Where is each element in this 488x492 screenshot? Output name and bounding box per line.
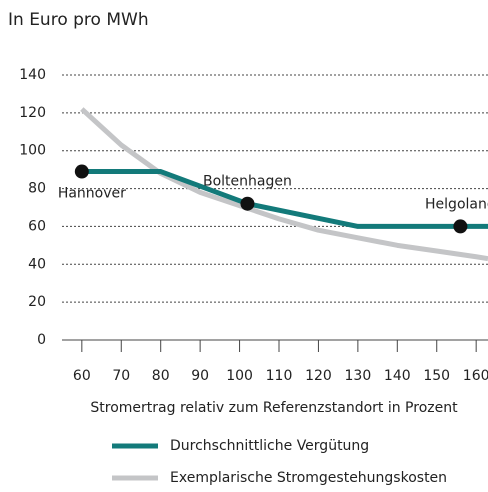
location-label: Boltenhagen [203, 174, 292, 190]
y-tick-label: 20 [28, 294, 46, 310]
x-axis-label: Stromertrag relativ zum Referenzstandort… [90, 400, 458, 416]
location-marker [74, 164, 89, 179]
y-tick-label: 0 [37, 332, 46, 348]
x-tick-label: 110 [266, 368, 293, 384]
x-tick-label: 150 [423, 368, 450, 384]
location-label: Hannover [58, 186, 126, 202]
y-tick-label: 80 [28, 181, 46, 197]
location-label: Helgoland [425, 196, 488, 212]
x-tick-label: 140 [384, 368, 411, 384]
legend-label: Durchschnittliche Vergütung [170, 438, 369, 454]
y-tick-label: 140 [19, 67, 46, 83]
x-tick-label: 80 [152, 368, 170, 384]
x-tick-label: 90 [191, 368, 209, 384]
chart-title: In Euro pro MWh [8, 10, 149, 30]
location-marker [453, 219, 468, 234]
x-tick-label: 70 [112, 368, 130, 384]
y-tick-label: 100 [19, 143, 46, 159]
x-tick-label: 120 [305, 368, 332, 384]
location-marker [240, 196, 255, 211]
y-tick-label: 40 [28, 256, 46, 272]
x-tick-label: 160 [463, 368, 488, 384]
x-tick-label: 130 [345, 368, 372, 384]
y-tick-label: 120 [19, 105, 46, 121]
series-line [80, 107, 488, 262]
x-tick-label: 100 [226, 368, 253, 384]
x-tick-label: 60 [73, 368, 91, 384]
y-tick-label: 60 [28, 218, 46, 234]
legend-label: Exemplarische Stromgestehungskosten [170, 470, 447, 486]
